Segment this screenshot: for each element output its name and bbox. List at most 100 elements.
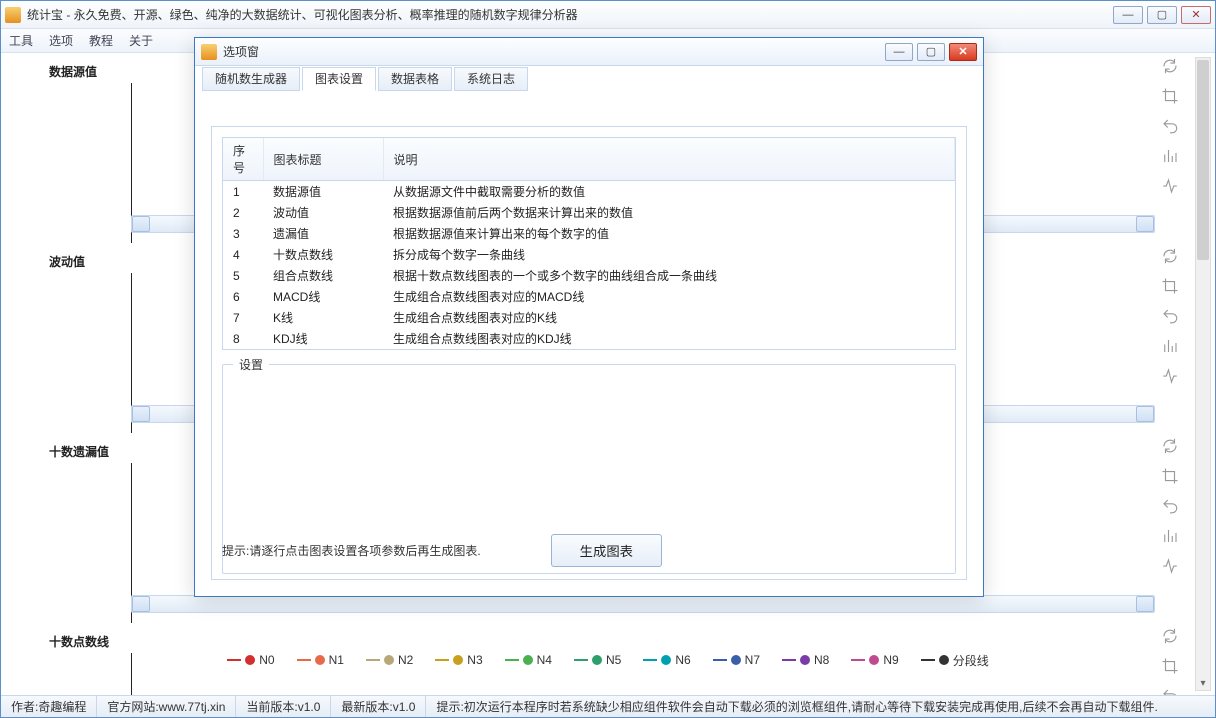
maximize-button[interactable]: ▢	[1147, 6, 1177, 24]
generate-chart-button[interactable]: 生成图表	[551, 534, 662, 567]
table-header[interactable]: 图表标题	[263, 138, 383, 181]
legend-marker	[939, 655, 949, 665]
tab-2[interactable]: 数据表格	[378, 67, 452, 91]
table-cell: 2	[223, 202, 263, 223]
table-row[interactable]: 2波动值根据数据源值前后两个数据来计算出来的数值	[223, 202, 955, 223]
table-cell: 根据十数点数线图表的一个或多个数字的曲线组合成一条曲线	[383, 265, 955, 286]
status-author: 作者:奇趣编程	[1, 696, 97, 717]
crop-tool-icon[interactable]	[1159, 467, 1181, 485]
tab-3[interactable]: 系统日志	[454, 67, 528, 91]
refresh-tool-icon[interactable]	[1159, 437, 1181, 455]
chart-horizontal-scrollbar[interactable]	[131, 595, 1155, 613]
dialog-minimize-button[interactable]: —	[885, 43, 913, 61]
status-current-version: 当前版本:v1.0	[236, 696, 331, 717]
scroll-thumb-right[interactable]	[1136, 406, 1154, 422]
legend-label: N7	[745, 653, 760, 667]
legend-item[interactable]: N6	[643, 653, 690, 667]
table-cell: 根据数据源值前后两个数据来计算出来的数值	[383, 202, 955, 223]
chart-right-toolbar	[1159, 53, 1187, 195]
pulse-tool-icon[interactable]	[1159, 557, 1181, 575]
legend-item[interactable]: N9	[851, 653, 898, 667]
undo-tool-icon[interactable]	[1159, 497, 1181, 515]
menu-tutorial[interactable]: 教程	[89, 32, 113, 49]
table-row[interactable]: 3遗漏值根据数据源值来计算出来的每个数字的值	[223, 223, 955, 244]
main-titlebar: 统计宝 - 永久免费、开源、绿色、纯净的大数据统计、可视化图表分析、概率推理的随…	[1, 1, 1215, 29]
crop-tool-icon[interactable]	[1159, 277, 1181, 295]
table-row[interactable]: 4十数点数线拆分成每个数字一条曲线	[223, 244, 955, 265]
legend-line	[297, 659, 311, 661]
legend-label: N3	[467, 653, 482, 667]
legend-marker	[245, 655, 255, 665]
menu-options[interactable]: 选项	[49, 32, 73, 49]
scroll-thumb-left[interactable]	[132, 596, 150, 612]
undo-tool-icon[interactable]	[1159, 307, 1181, 325]
table-cell: 组合点数线	[263, 265, 383, 286]
refresh-tool-icon[interactable]	[1159, 57, 1181, 75]
bars-tool-icon[interactable]	[1159, 527, 1181, 545]
statusbar: 作者:奇趣编程 官方网站:www.77tj.xin 当前版本:v1.0 最新版本…	[1, 695, 1215, 717]
dialog-window-controls: — ▢ ✕	[885, 43, 977, 61]
table-cell: 从数据源文件中截取需要分析的数值	[383, 181, 955, 203]
scroll-thumb[interactable]	[1197, 60, 1209, 260]
dialog-tabstrip: 随机数生成器图表设置数据表格系统日志	[202, 66, 530, 90]
table-cell: 遗漏值	[263, 223, 383, 244]
scroll-thumb-left[interactable]	[132, 216, 150, 232]
chart-legend: N0 N1 N2 N3 N4 N5 N6 N7 N8 N9 分段线	[1, 647, 1215, 673]
legend-marker	[384, 655, 394, 665]
close-button[interactable]: ✕	[1181, 6, 1211, 24]
menu-tools[interactable]: 工具	[9, 32, 33, 49]
legend-item[interactable]: N5	[574, 653, 621, 667]
table-row[interactable]: 8KDJ线生成组合点数线图表对应的KDJ线	[223, 328, 955, 349]
legend-item[interactable]: N8	[782, 653, 829, 667]
table-cell: 生成组合点数线图表对应的K线	[383, 307, 955, 328]
settings-groupbox-label: 设置	[233, 356, 269, 373]
legend-item[interactable]: N1	[297, 653, 344, 667]
crop-tool-icon[interactable]	[1159, 87, 1181, 105]
bars-tool-icon[interactable]	[1159, 147, 1181, 165]
main-window-controls: — ▢ ✕	[1113, 6, 1211, 24]
chart-right-toolbar	[1159, 433, 1187, 575]
table-cell: 数据源值	[263, 181, 383, 203]
scroll-thumb-right[interactable]	[1136, 596, 1154, 612]
legend-item[interactable]: N2	[366, 653, 413, 667]
scroll-thumb-left[interactable]	[132, 406, 150, 422]
menu-about[interactable]: 关于	[129, 32, 153, 49]
legend-line	[366, 659, 380, 661]
legend-item[interactable]: N0	[227, 653, 274, 667]
tab-1[interactable]: 图表设置	[302, 67, 376, 91]
tab-0[interactable]: 随机数生成器	[202, 67, 300, 91]
table-row[interactable]: 5组合点数线根据十数点数线图表的一个或多个数字的曲线组合成一条曲线	[223, 265, 955, 286]
vertical-scrollbar[interactable]: ▴ ▾	[1195, 57, 1211, 691]
table-row[interactable]: 1数据源值从数据源文件中截取需要分析的数值	[223, 181, 955, 203]
legend-line	[505, 659, 519, 661]
minimize-button[interactable]: —	[1113, 6, 1143, 24]
table-cell: 十数点数线	[263, 244, 383, 265]
legend-item[interactable]: N4	[505, 653, 552, 667]
table-cell: 5	[223, 265, 263, 286]
dialog-close-button[interactable]: ✕	[949, 43, 977, 61]
table-cell: 3	[223, 223, 263, 244]
dialog-title: 选项窗	[223, 43, 885, 60]
dialog-maximize-button[interactable]: ▢	[917, 43, 945, 61]
undo-tool-icon[interactable]	[1159, 687, 1181, 695]
refresh-tool-icon[interactable]	[1159, 247, 1181, 265]
scroll-down-arrow[interactable]: ▾	[1196, 676, 1210, 690]
bars-tool-icon[interactable]	[1159, 337, 1181, 355]
legend-line	[921, 659, 935, 661]
table-cell: 6	[223, 286, 263, 307]
table-cell: 生成组合点数线图表对应的KDJ线	[383, 328, 955, 349]
legend-item[interactable]: 分段线	[921, 652, 989, 669]
status-latest-version: 最新版本:v1.0	[331, 696, 426, 717]
table-header[interactable]: 序号	[223, 138, 263, 181]
table-row[interactable]: 7K线生成组合点数线图表对应的K线	[223, 307, 955, 328]
pulse-tool-icon[interactable]	[1159, 367, 1181, 385]
undo-tool-icon[interactable]	[1159, 117, 1181, 135]
refresh-tool-icon[interactable]	[1159, 627, 1181, 645]
legend-item[interactable]: N7	[713, 653, 760, 667]
legend-item[interactable]: N3	[435, 653, 482, 667]
scroll-thumb-right[interactable]	[1136, 216, 1154, 232]
pulse-tool-icon[interactable]	[1159, 177, 1181, 195]
legend-marker	[523, 655, 533, 665]
table-row[interactable]: 6MACD线生成组合点数线图表对应的MACD线	[223, 286, 955, 307]
table-header[interactable]: 说明	[383, 138, 955, 181]
